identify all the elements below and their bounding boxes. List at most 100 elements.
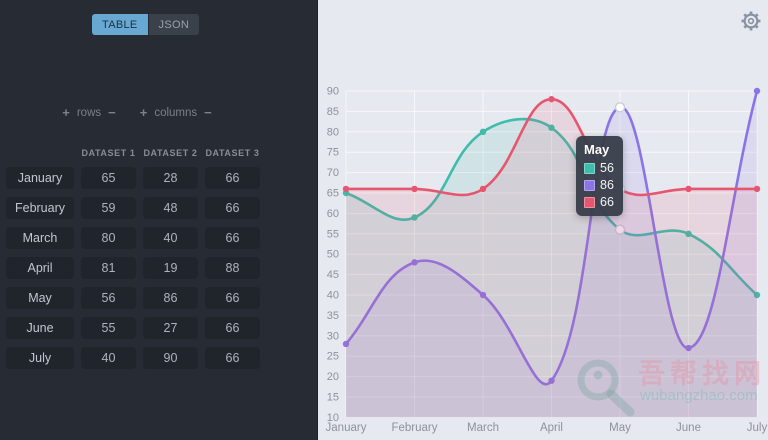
tooltip-color-swatch [584,196,595,208]
y-tick-label: 30 [327,330,339,342]
value-cell[interactable]: 81 [81,257,136,279]
column-header-2: DATASET 2 [143,147,198,158]
data-point[interactable] [479,128,487,135]
y-tick-label: 15 [327,392,339,404]
add-row-button[interactable]: + [62,105,70,120]
tooltip-title: May [584,142,610,157]
data-point[interactable] [411,259,418,266]
data-point[interactable] [753,87,761,95]
columns-label: columns [154,106,198,119]
chart-panel: 10 15 20 25 30 35 40 45 50 55 60 65 70 75 80 85 90 Januar… [317,0,768,440]
y-tick-label: 60 [327,208,339,220]
series-fill-2 [346,91,757,418]
data-point[interactable] [685,185,692,193]
data-point[interactable] [342,185,350,193]
value-cell[interactable]: 88 [205,257,260,279]
columns-control: + columns − [140,106,212,119]
y-tick-label: 25 [327,351,339,363]
y-tick-label: 80 [327,126,339,138]
x-tick-label: June [676,422,701,434]
value-cell[interactable]: 66 [205,317,260,339]
tooltip-value: 86 [600,178,614,192]
remove-row-button[interactable]: − [108,105,116,120]
data-point[interactable] [548,377,555,384]
row-label-cell[interactable]: January [6,167,74,189]
data-point[interactable] [479,291,487,299]
value-cell[interactable]: 65 [81,167,136,189]
y-tick-label: 55 [327,228,339,240]
tab-json[interactable]: JSON [148,14,200,35]
value-cell[interactable]: 66 [205,167,260,189]
tooltip-item: 56 [584,161,614,175]
data-point[interactable] [342,340,350,348]
data-point[interactable] [411,185,418,193]
x-tick-label: May [609,422,631,434]
value-cell[interactable]: 56 [81,287,136,309]
remove-column-button[interactable]: − [204,105,212,120]
y-tick-label: 85 [327,106,339,118]
x-tick-label: January [326,422,367,434]
value-cell[interactable]: 48 [143,197,198,219]
data-point[interactable] [753,185,761,193]
value-cell[interactable]: 27 [143,317,198,339]
value-cell[interactable]: 80 [81,227,136,249]
tab-table[interactable]: TABLE [92,14,148,35]
row-label-cell[interactable]: May [6,287,74,309]
value-cell[interactable]: 19 [143,257,198,279]
row-label-cell[interactable]: July [6,347,74,369]
data-point-active[interactable] [614,102,626,113]
value-cell[interactable]: 59 [81,197,136,219]
value-cell[interactable]: 66 [205,347,260,369]
y-tick-label: 35 [327,310,339,322]
tooltip-item: 86 [584,178,614,192]
table-corner [6,146,74,159]
y-tick-label: 90 [327,86,339,98]
x-tick-label: March [467,422,499,434]
column-header-1: DATASET 1 [81,147,136,158]
series-fill-3 [346,99,757,418]
data-point[interactable] [753,291,761,299]
value-cell[interactable]: 55 [81,317,136,339]
tooltip-value: 66 [600,195,614,209]
y-tick-label: 45 [327,269,339,281]
rows-control: + rows − [62,106,115,119]
y-tick-label: 75 [327,147,339,159]
add-column-button[interactable]: + [139,105,148,120]
value-cell[interactable]: 90 [143,347,198,369]
row-label-cell[interactable]: February [6,197,74,219]
tooltip-items: 56 86 66 [584,161,614,209]
data-point[interactable] [685,230,692,237]
x-tick-label: February [391,422,437,434]
data-point[interactable] [548,124,555,131]
chart-tooltip: May 56 86 66 [576,136,623,216]
data-point[interactable] [548,95,555,103]
data-point-active[interactable] [614,224,626,235]
dimension-controls: + rows − + columns − [6,106,268,119]
series-line-2[interactable] [345,90,759,386]
y-tick-label: 40 [327,290,339,302]
value-cell[interactable]: 86 [143,287,198,309]
value-cell[interactable]: 40 [81,347,136,369]
tooltip-color-swatch [584,162,595,174]
data-point[interactable] [479,185,487,193]
tooltip-value: 56 [600,161,614,175]
x-tick-label: April [540,422,563,434]
row-label-cell[interactable]: June [6,317,74,339]
tooltip-item: 66 [584,195,614,209]
y-tick-label: 50 [327,249,339,261]
value-cell[interactable]: 66 [205,287,260,309]
line-chart[interactable]: 10 15 20 25 30 35 40 45 50 55 60 65 70 75 80 85 90 Januar… [318,0,768,440]
data-editor-panel: TABLE JSON + rows − + columns − DATASET … [0,0,317,440]
value-cell[interactable]: 66 [205,197,260,219]
value-cell[interactable]: 28 [143,167,198,189]
y-tick-label: 10 [327,412,339,424]
data-point[interactable] [411,214,418,221]
row-label-cell[interactable]: March [6,227,74,249]
y-tick-label: 20 [327,371,339,383]
value-cell[interactable]: 40 [143,227,198,249]
data-point[interactable] [685,344,692,352]
settings-gear-icon[interactable] [741,11,761,31]
value-cell[interactable]: 66 [205,227,260,249]
view-toggle: TABLE JSON [92,14,200,35]
row-label-cell[interactable]: April [6,257,74,279]
